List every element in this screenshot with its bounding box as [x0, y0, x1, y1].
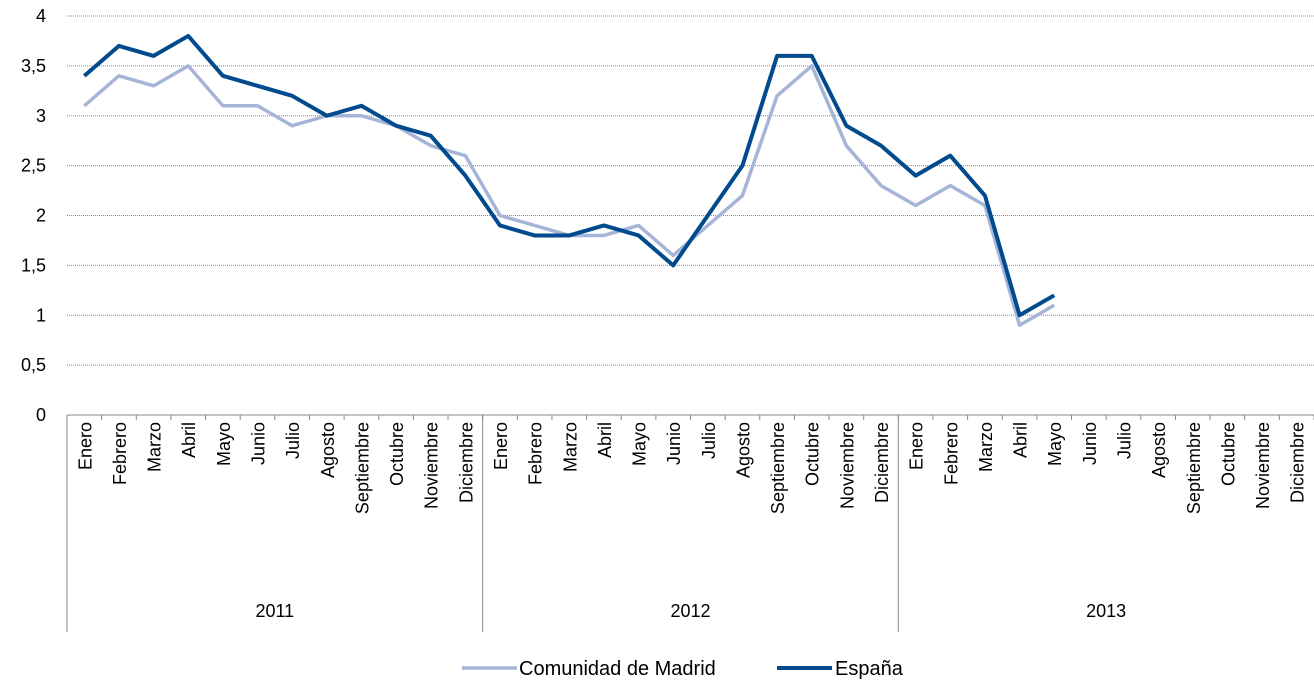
- month-label: Junio: [1080, 422, 1100, 465]
- year-label: 2013: [1086, 601, 1126, 621]
- month-label: Julio: [1114, 422, 1134, 459]
- month-label: Junio: [249, 422, 269, 465]
- y-axis-tick-labels: 0 0,5 1 1,5 2 2,5 3 3,5 4: [21, 6, 46, 425]
- x-axis-year-labels: 2011 2012 2013: [255, 601, 1126, 621]
- month-label: Agosto: [1149, 422, 1169, 478]
- series-line: [83, 64, 1056, 327]
- y-tick-label: 1,5: [21, 255, 46, 275]
- month-label: Marzo: [976, 422, 996, 472]
- month-label: Julio: [283, 422, 303, 459]
- y-tick-label: 1: [36, 305, 46, 325]
- month-label: Noviembre: [1253, 422, 1273, 509]
- month-label: Marzo: [560, 422, 580, 472]
- month-label: Mayo: [214, 422, 234, 466]
- month-label: Febrero: [526, 422, 546, 485]
- month-label: Diciembre: [872, 422, 892, 503]
- month-label: Junio: [664, 422, 684, 465]
- y-tick-label: 2: [36, 206, 46, 226]
- month-label: Septiembre: [352, 422, 372, 514]
- month-label: Diciembre: [456, 422, 476, 503]
- y-tick-label: 0,5: [21, 355, 46, 375]
- year-label: 2012: [670, 601, 710, 621]
- month-label: Mayo: [630, 422, 650, 466]
- month-label: Octubre: [387, 422, 407, 486]
- y-tick-label: 3: [36, 106, 46, 126]
- series-line: [83, 33, 1056, 318]
- month-label: Enero: [907, 422, 927, 470]
- month-label: Marzo: [145, 422, 165, 472]
- month-label: Septiembre: [768, 422, 788, 514]
- y-tick-label: 4: [36, 6, 46, 26]
- legend: Comunidad de Madrid España: [462, 658, 904, 680]
- month-label: Febrero: [941, 422, 961, 485]
- month-label: Abril: [1011, 422, 1031, 458]
- month-label: Mayo: [1045, 422, 1065, 466]
- month-label: Noviembre: [422, 422, 442, 509]
- month-label: Noviembre: [837, 422, 857, 509]
- legend-label: Comunidad de Madrid: [519, 658, 716, 680]
- month-label: Julio: [699, 422, 719, 459]
- month-label: Abril: [595, 422, 615, 458]
- series-lines: [83, 33, 1056, 327]
- year-label: 2011: [255, 601, 294, 621]
- month-label: Enero: [75, 422, 95, 470]
- axes: [66, 414, 1314, 632]
- month-label: Febrero: [110, 422, 130, 485]
- y-tick-label: 2,5: [21, 156, 46, 176]
- x-axis-month-labels: Enero Febrero Marzo Abril Mayo Junio Julio Agos…: [75, 422, 1307, 514]
- legend-label: España: [835, 658, 904, 680]
- month-label: Agosto: [733, 422, 753, 478]
- month-label: Enero: [491, 422, 511, 470]
- month-label: Octubre: [803, 422, 823, 486]
- month-label: Diciembre: [1288, 422, 1308, 503]
- y-tick-label: 3,5: [21, 56, 46, 76]
- month-label: Octubre: [1218, 422, 1238, 486]
- gridlines: [67, 15, 1314, 366]
- y-tick-label: 0: [36, 405, 46, 425]
- month-label: Agosto: [318, 422, 338, 478]
- month-label: Septiembre: [1184, 422, 1204, 514]
- month-label: Abril: [179, 422, 199, 458]
